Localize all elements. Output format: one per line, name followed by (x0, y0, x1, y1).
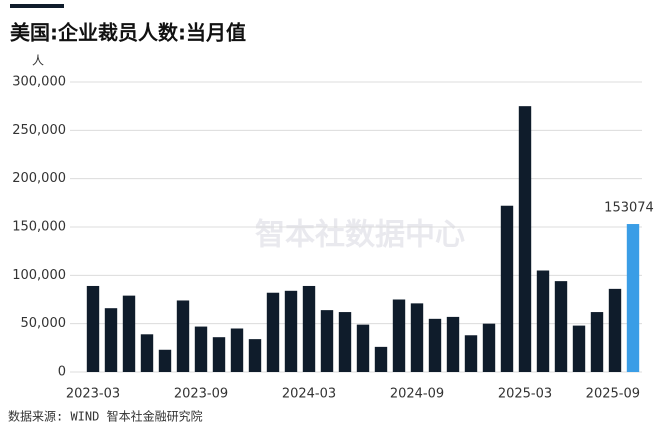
y-tick-label: 200,000 (12, 171, 66, 186)
source-note: 数据来源: WIND 智本社金融研究院 (8, 409, 203, 424)
bar (590, 312, 604, 372)
bar (104, 308, 118, 372)
bar (356, 324, 370, 372)
bar (464, 335, 478, 372)
x-tick-label: 2024-09 (390, 387, 444, 402)
bar (518, 106, 532, 373)
bar (374, 346, 388, 372)
title-accent (10, 4, 64, 8)
bar (500, 205, 514, 372)
bar (608, 288, 622, 372)
bar (158, 349, 172, 372)
bar (284, 290, 298, 372)
data-label: 153074 (604, 201, 654, 216)
bar (122, 295, 136, 372)
y-tick-label: 50,000 (21, 316, 67, 331)
bar (140, 334, 154, 372)
bar (320, 310, 334, 372)
bar (410, 303, 424, 372)
watermark: 智本社数据中心 (255, 218, 465, 253)
bar (572, 325, 586, 372)
bar (266, 292, 280, 372)
y-tick-label: 250,000 (12, 123, 66, 138)
bar (428, 318, 442, 372)
chart-title: 美国:企业裁员人数:当月值 (10, 21, 246, 45)
y-tick-label: 150,000 (12, 220, 66, 235)
x-tick-label: 2025-03 (498, 387, 552, 402)
bar (302, 285, 316, 372)
x-tick-label: 2025-09 (586, 387, 640, 402)
bar (482, 323, 496, 372)
bar (212, 337, 226, 372)
y-tick-label: 0 (58, 365, 66, 380)
bar (230, 328, 244, 372)
bar (536, 270, 550, 372)
y-tick-label: 300,000 (12, 75, 66, 90)
y-tick-label: 100,000 (12, 268, 66, 283)
x-tick-label: 2023-09 (174, 387, 228, 402)
bar (626, 224, 640, 372)
bar (554, 281, 568, 372)
x-tick-label: 2023-03 (66, 387, 120, 402)
bar (446, 316, 460, 372)
x-tick-label: 2024-03 (282, 387, 336, 402)
bar (176, 300, 190, 372)
bar (86, 285, 100, 372)
bar (392, 299, 406, 372)
unit-label: 人 (32, 54, 44, 68)
bar (248, 339, 262, 372)
bar (338, 312, 352, 372)
bar (194, 326, 208, 372)
